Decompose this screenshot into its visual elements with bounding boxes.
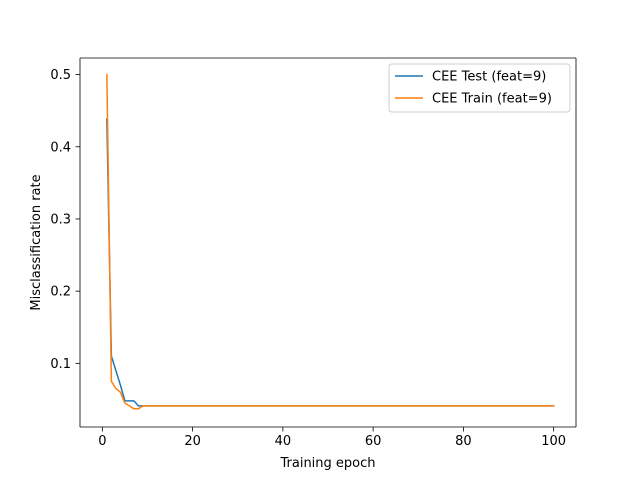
x-tick-label: 20 [184, 434, 201, 449]
x-tick-label: 0 [98, 434, 106, 449]
plot-area [80, 58, 576, 427]
series-layer [106, 73, 555, 410]
y-tick-label: 0.3 [50, 212, 71, 227]
y-axis-label: Misclassification rate [29, 174, 44, 310]
axes-layer [79, 57, 577, 428]
y-tick-label: 0.4 [50, 140, 71, 155]
legend-label-test: CEE Test (feat=9) [432, 70, 546, 85]
x-tick-label: 80 [455, 434, 472, 449]
x-tick-label: 60 [365, 434, 382, 449]
y-tick-label: 0.5 [50, 68, 71, 83]
legend: CEE Test (feat=9) CEE Train (feat=9) [388, 63, 571, 113]
y-tick-label: 0.2 [50, 285, 71, 300]
x-axis-label: Training epoch [279, 456, 375, 471]
legend-label-train: CEE Train (feat=9) [432, 92, 552, 107]
x-tick-label: 40 [275, 434, 292, 449]
y-tick-label: 0.1 [50, 357, 71, 372]
ticks-layer: 0 20 40 60 80 100 0.1 0.2 0.3 0.4 0.5 [50, 68, 566, 449]
legend-box [388, 63, 571, 113]
x-tick-label: 100 [541, 434, 566, 449]
series-line-train [106, 73, 555, 410]
